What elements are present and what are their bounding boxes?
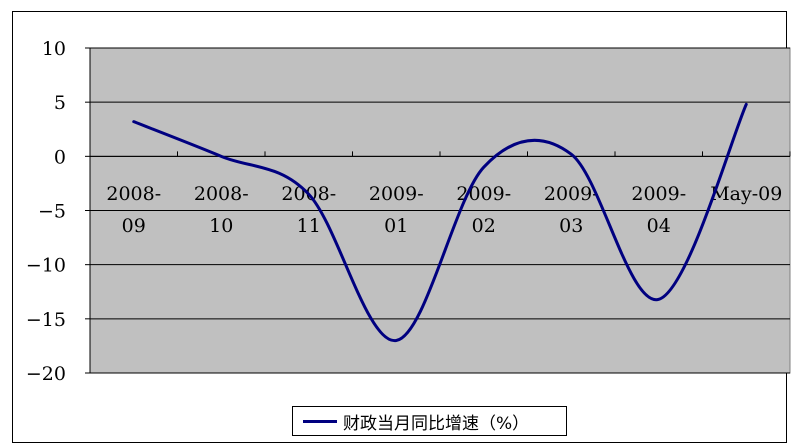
x-tick-label: 09 (122, 215, 146, 237)
y-tick-label: −20 (26, 363, 66, 385)
y-tick-label: 10 (42, 38, 66, 60)
y-tick-label: −15 (26, 309, 66, 331)
x-tick-label: 10 (209, 215, 233, 237)
data-point (482, 166, 485, 168)
y-tick-label: −10 (26, 255, 66, 277)
x-tick-label: 2008- (106, 183, 161, 205)
x-tick-label: 03 (559, 215, 583, 237)
x-tick-label: 2009- (369, 183, 424, 205)
data-point (220, 155, 223, 158)
x-tick-label: 04 (647, 215, 671, 237)
x-tick-label: 2009- (544, 183, 599, 205)
legend-swatch (303, 419, 337, 423)
x-tick-label: 01 (384, 215, 408, 237)
data-point (307, 193, 310, 196)
data-point (745, 103, 748, 106)
y-tick-label: 0 (54, 146, 66, 168)
legend-label: 财政当月同比增速（%） (343, 413, 530, 434)
data-point (657, 298, 660, 301)
y-tick-label: −5 (38, 201, 66, 223)
x-tick-label: 11 (297, 215, 321, 237)
x-tick-label: 2009- (631, 183, 686, 205)
y-axis: 10 5 0 −5 −10 −15 −20 (26, 38, 91, 385)
x-tick-label: May-09 (710, 183, 782, 205)
legend: 财政当月同比增速（%） (292, 406, 567, 436)
data-point (132, 120, 135, 123)
x-tick-label: 2008- (194, 183, 249, 205)
data-point (395, 339, 398, 342)
x-tick-label: 02 (472, 215, 496, 237)
data-point (570, 153, 573, 155)
y-tick-label: 5 (54, 92, 66, 114)
series-layer (132, 102, 748, 342)
